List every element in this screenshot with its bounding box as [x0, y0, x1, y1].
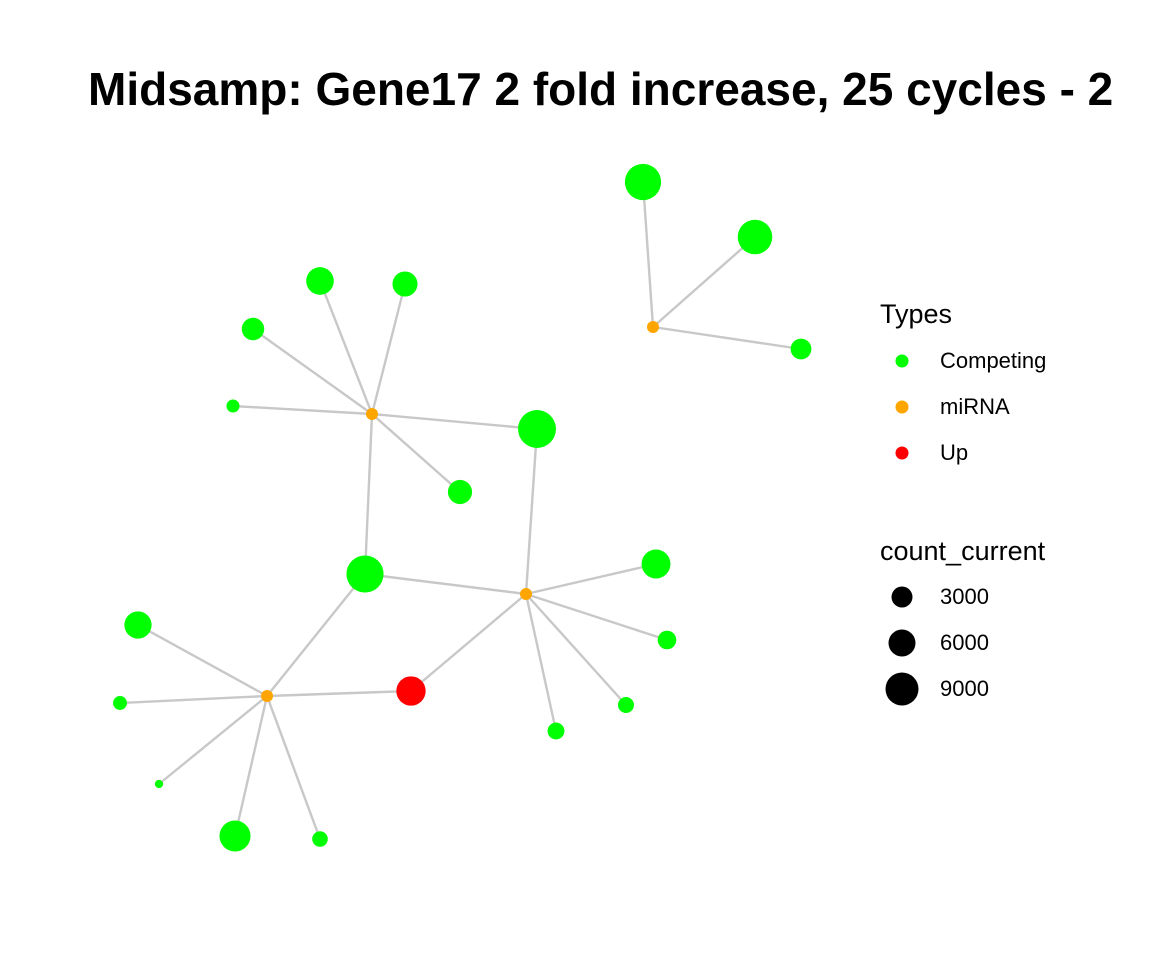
edge-m2-c7 [232, 404, 373, 416]
edge-m2-c8 [371, 413, 461, 493]
legend-types-title: Types [880, 299, 953, 329]
legend-item-up: Up [880, 430, 968, 476]
legend-key-mirna [895, 400, 909, 414]
edge-m3-c10 [364, 572, 527, 596]
node-competing-c8 [447, 479, 473, 505]
node-competing-c13 [657, 630, 677, 650]
legend-size: count_current 3000 6000 9000 [880, 538, 1045, 712]
edge-layer [119, 181, 802, 840]
legend-item-size-3000: 3000 [880, 574, 1045, 620]
edge-m2-c6 [252, 328, 373, 415]
node-competing-c11 [346, 555, 384, 593]
legend-types: Types Competing miRNA Up [880, 299, 1046, 476]
node-competing-c3 [790, 338, 812, 360]
edge-m1-c1 [641, 181, 655, 328]
edge-m2-c5 [370, 283, 407, 415]
edge-m3-up1 [410, 593, 527, 692]
edge-m4-c20 [265, 695, 322, 840]
edge-m4-c16 [137, 623, 268, 698]
edge-m1-c3 [652, 325, 802, 351]
node-competing-c6 [241, 317, 265, 341]
edge-m4-c18 [158, 695, 268, 785]
edge-m1-c2 [652, 236, 756, 328]
node-mirna-m4 [261, 690, 273, 702]
legend-label-size-3000: 3000 [940, 584, 989, 609]
node-competing-c16 [124, 611, 152, 639]
node-competing-c15 [547, 722, 565, 740]
node-competing-c19 [219, 820, 251, 852]
edge-m3-c12 [525, 562, 657, 596]
node-competing-c7 [226, 399, 240, 413]
node-layer [113, 163, 812, 852]
chart-title: Midsamp: Gene17 2 fold increase, 25 cycl… [88, 63, 1114, 115]
node-competing-c12 [641, 549, 671, 579]
edge-m4-c11 [266, 573, 366, 697]
legend-key-competing [895, 354, 909, 368]
node-up-up1 [396, 676, 426, 706]
legend-label-up: Up [940, 440, 969, 465]
network-graph [113, 163, 812, 852]
node-competing-c1 [624, 163, 662, 201]
edge-m4-c19 [233, 695, 269, 837]
legend-item-size-6000: 6000 [880, 620, 1045, 666]
node-competing-c14 [617, 696, 635, 714]
node-mirna-m3 [520, 588, 532, 600]
legend-size-title: count_current [880, 536, 1046, 566]
node-mirna-m1 [647, 321, 659, 333]
node-competing-c17 [113, 696, 127, 710]
edge-m3-c13 [525, 592, 668, 642]
node-competing-c2 [737, 219, 773, 255]
edge-m2-c10 [363, 413, 374, 575]
edge-m3-c15 [524, 593, 558, 732]
legend-key-up [895, 446, 909, 460]
edge-m2-c4 [318, 280, 374, 415]
legend-label-size-6000: 6000 [940, 630, 989, 655]
node-mirna-m2 [366, 408, 378, 420]
node-competing-c18 [154, 779, 164, 789]
node-competing-c9 [518, 410, 556, 448]
node-competing-c5 [392, 271, 418, 297]
legend-item-competing: Competing [880, 338, 1046, 384]
edge-m4-up1 [266, 689, 412, 698]
legend-label-size-9000: 9000 [940, 676, 989, 701]
node-competing-c4 [306, 267, 334, 295]
legend-label-mirna: miRNA [940, 394, 1010, 419]
node-competing-c20 [312, 831, 328, 847]
edge-m4-c17 [119, 694, 268, 705]
legend-key-size-3000 [891, 586, 913, 608]
legend-label-competing: Competing [940, 348, 1047, 373]
legend-key-size-6000 [888, 629, 916, 657]
legend-item-size-9000: 9000 [880, 666, 1045, 712]
edge-m3-c9 [524, 428, 539, 595]
edge-m3-c14 [525, 593, 627, 706]
edge-m2-c9 [371, 412, 538, 431]
legend-item-mirna: miRNA [880, 384, 1010, 430]
legend-key-size-9000 [885, 672, 919, 706]
